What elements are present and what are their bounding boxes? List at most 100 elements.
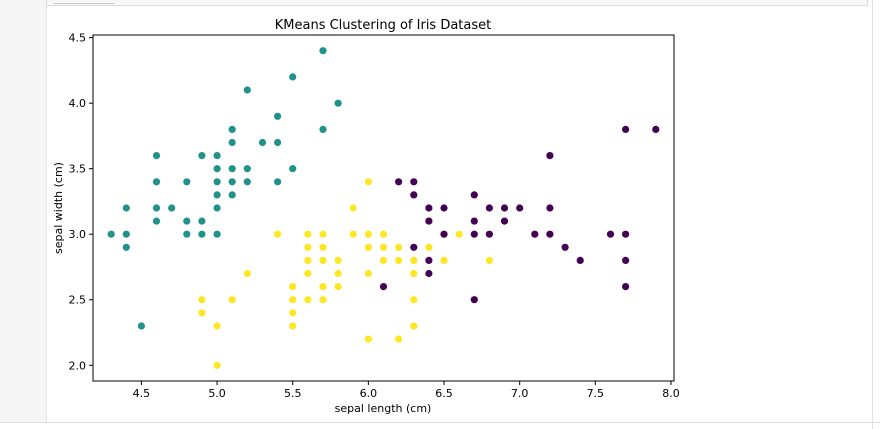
data-point-cluster-0-27 (243, 178, 251, 186)
data-point-cluster-1-31 (379, 256, 388, 264)
y-axis-label: sepal width (cm) (52, 162, 65, 254)
data-point-cluster-1-22 (334, 269, 342, 278)
data-point-cluster-0-32 (274, 138, 282, 147)
data-point-cluster-1-6 (274, 230, 282, 238)
data-point-cluster-0-19 (213, 178, 221, 186)
data-point-cluster-2-5 (425, 269, 433, 278)
data-point-cluster-0-23 (228, 178, 236, 186)
data-point-cluster-2-1 (395, 178, 403, 186)
plot-area-frame (92, 34, 675, 382)
data-point-cluster-0-4 (137, 322, 145, 330)
data-point-cluster-1-32 (379, 243, 388, 251)
data-point-cluster-2-22 (546, 204, 554, 212)
data-point-cluster-0-16 (213, 230, 221, 238)
data-point-cluster-1-8 (289, 309, 297, 317)
data-point-cluster-1-23 (334, 256, 342, 264)
data-point-cluster-0-21 (213, 152, 221, 160)
data-point-cluster-2-13 (470, 217, 478, 225)
data-point-cluster-1-12 (304, 269, 312, 278)
code-cell-text-remnant (54, 0, 114, 4)
x-axis-label: sepal length (cm) (335, 402, 432, 415)
data-point-cluster-2-3 (410, 191, 418, 199)
data-point-cluster-2-2 (410, 243, 418, 251)
data-point-cluster-1-33 (379, 230, 388, 238)
data-point-cluster-0-8 (152, 152, 161, 160)
data-point-cluster-0-20 (213, 165, 221, 173)
data-point-cluster-0-11 (183, 217, 191, 225)
y-tick-label: 3.0 (69, 228, 87, 241)
notebook-gutter (0, 0, 47, 423)
data-point-cluster-2-10 (440, 204, 448, 212)
data-point-cluster-1-40 (410, 256, 418, 264)
data-point-cluster-0-7 (152, 178, 161, 186)
data-point-cluster-2-7 (425, 217, 433, 225)
data-point-cluster-1-20 (319, 230, 327, 238)
data-point-cluster-1-10 (289, 283, 297, 291)
data-point-cluster-2-25 (576, 256, 584, 264)
data-point-cluster-0-13 (198, 230, 206, 238)
data-point-cluster-2-26 (606, 230, 615, 238)
data-point-cluster-1-3 (213, 322, 221, 330)
data-point-cluster-1-7 (289, 322, 297, 330)
x-axis: 4.5 5.0 5.5 6.0 6.5 7.0 7.5 8.0 (133, 381, 680, 400)
data-point-cluster-1-44 (485, 256, 493, 264)
data-point-cluster-2-20 (531, 230, 539, 238)
data-point-cluster-2-12 (470, 230, 478, 238)
y-tick-label: 4.0 (69, 97, 87, 110)
x-tick-label: 6.0 (360, 387, 378, 400)
code-cell-bottom-edge[interactable] (46, 0, 868, 6)
data-point-cluster-0-37 (319, 47, 327, 55)
data-point-cluster-1-37 (410, 322, 418, 330)
data-point-cluster-1-0 (198, 309, 206, 317)
data-point-cluster-0-35 (289, 73, 297, 81)
data-point-cluster-1-43 (455, 230, 463, 238)
data-point-cluster-0-26 (228, 125, 236, 133)
data-point-cluster-0-18 (213, 191, 221, 199)
data-point-cluster-0-17 (213, 204, 221, 212)
data-point-cluster-1-9 (289, 296, 297, 304)
data-point-cluster-2-6 (425, 256, 433, 264)
data-point-cluster-0-38 (334, 99, 342, 107)
data-point-cluster-0-1 (122, 243, 130, 251)
data-point-cluster-1-41 (425, 243, 433, 251)
chart-title: KMeans Clustering of Iris Dataset (275, 18, 492, 33)
data-point-cluster-1-27 (364, 269, 372, 278)
scrollbar-track[interactable] (872, 0, 873, 429)
y-tick-label: 2.0 (69, 359, 87, 372)
data-point-cluster-1-2 (213, 361, 221, 369)
data-point-cluster-2-15 (485, 230, 493, 238)
data-point-cluster-1-19 (319, 243, 327, 251)
data-point-cluster-2-31 (652, 125, 660, 133)
x-tick-label: 7.5 (587, 387, 605, 400)
data-point-cluster-2-8 (425, 204, 433, 212)
data-point-cluster-0-25 (228, 138, 236, 147)
data-point-cluster-0-12 (183, 178, 191, 186)
data-point-cluster-0-22 (228, 191, 236, 199)
data-point-cluster-2-27 (622, 283, 630, 291)
data-point-cluster-0-30 (258, 138, 267, 147)
data-point-cluster-0-15 (198, 152, 206, 160)
data-point-cluster-2-0 (379, 283, 388, 291)
data-point-cluster-2-29 (622, 230, 630, 238)
data-point-cluster-2-30 (622, 125, 630, 133)
y-tick-label: 4.5 (69, 32, 87, 45)
data-point-cluster-0-34 (289, 165, 297, 173)
data-point-cluster-0-24 (228, 165, 236, 173)
x-tick-label: 4.5 (133, 387, 151, 400)
output-divider (0, 422, 880, 423)
data-point-cluster-2-16 (485, 204, 493, 212)
x-tick-label: 7.0 (511, 387, 529, 400)
y-tick-label: 3.5 (69, 163, 87, 176)
y-tick-label: 2.5 (69, 294, 87, 307)
data-point-cluster-1-42 (440, 256, 448, 264)
data-point-cluster-1-15 (304, 230, 312, 238)
x-tick-label: 6.5 (435, 387, 453, 400)
y-axis: 2.0 2.5 3.0 3.5 4.0 4.5 (69, 32, 93, 372)
data-point-cluster-1-1 (198, 296, 206, 304)
data-point-cluster-2-24 (561, 243, 569, 251)
data-point-cluster-2-18 (500, 204, 509, 212)
data-point-cluster-0-10 (183, 230, 191, 238)
data-point-cluster-1-36 (395, 243, 403, 251)
data-point-cluster-1-5 (243, 269, 251, 278)
data-point-cluster-1-13 (304, 256, 312, 264)
